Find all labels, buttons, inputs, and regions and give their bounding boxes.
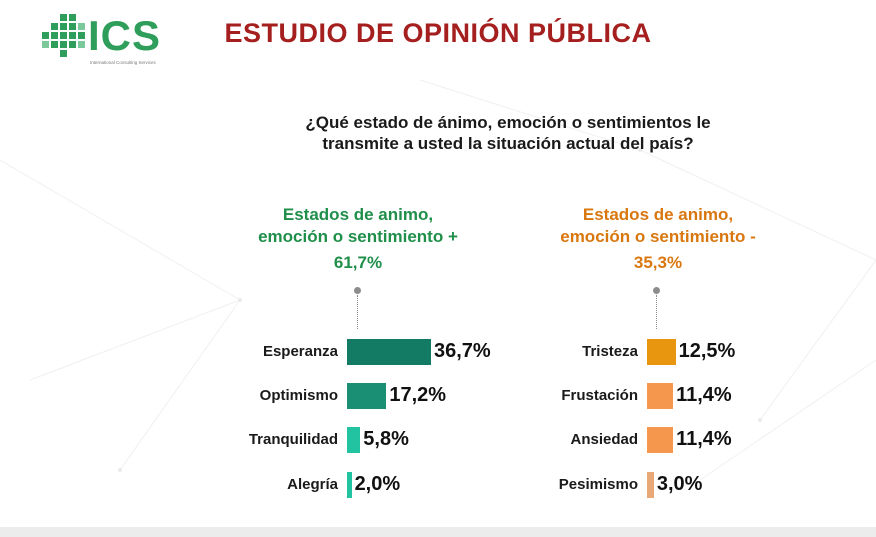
logo-wordmark: ICS: [88, 12, 162, 59]
negative-value-label: 11,4%: [676, 428, 732, 450]
negative-category-label: Frustación: [561, 387, 638, 404]
positive-value-label: 36,7%: [434, 340, 491, 362]
positive-value-label: 5,8%: [363, 428, 409, 450]
negative-category-label: Tristeza: [582, 343, 638, 360]
connector-line: [357, 295, 358, 329]
positive-category-label: Esperanza: [262, 343, 338, 360]
positive-value-label: 2,0%: [354, 473, 401, 495]
positive-bar: [347, 472, 352, 498]
negative-bar: [647, 427, 674, 453]
positive-heading-line-1: Estados de animo,: [282, 205, 434, 224]
connector-dot: [354, 287, 361, 294]
negative-category-label: Ansiedad: [570, 431, 638, 448]
negative-value-label: 3,0%: [656, 473, 703, 495]
negative-group-heading: Estados de animo, emoción o sentimiento …: [528, 204, 788, 274]
negative-category-label: Pesimismo: [558, 476, 638, 493]
connector-line: [656, 295, 657, 329]
question-line-1: ¿Qué estado de ánimo, emoción o sentimie…: [305, 113, 711, 132]
ics-logo: ICS International Consulting Services: [40, 10, 170, 70]
positive-value-label: 17,2%: [389, 384, 447, 406]
negative-bar: [647, 472, 654, 498]
positive-category-label: Alegría: [287, 476, 338, 493]
negative-bar: [647, 383, 674, 409]
negative-connector: [652, 287, 662, 331]
footer-divider: [0, 527, 876, 537]
positive-connector: [353, 287, 363, 331]
question-line-2: transmite a usted la situación actual de…: [322, 134, 694, 153]
survey-question: ¿Qué estado de ánimo, emoción o sentimie…: [238, 112, 778, 154]
positive-bar: [347, 427, 361, 453]
negative-value-label: 12,5%: [678, 340, 736, 362]
connector-dot: [653, 287, 660, 294]
logo-cubes-icon: [42, 14, 85, 57]
positive-total: 61,7%: [333, 253, 383, 272]
negative-value-label: 11,4%: [676, 384, 732, 406]
positive-category-label: Optimismo: [259, 387, 338, 404]
positive-bar: [347, 383, 387, 409]
positive-group-heading: Estados de animo, emoción o sentimiento …: [228, 204, 488, 274]
positive-category-label: Tranquilidad: [248, 431, 338, 448]
positive-bar: [347, 339, 431, 365]
positive-heading-line-2: emoción o sentimiento +: [258, 227, 458, 246]
page-title: ESTUDIO DE OPINIÓN PÚBLICA: [224, 18, 652, 48]
logo-tagline: International Consulting Services: [90, 60, 156, 65]
negative-total: 35,3%: [633, 253, 683, 272]
negative-heading-line-2: emoción o sentimiento -: [560, 227, 756, 246]
negative-heading-line-1: Estados de animo,: [582, 205, 734, 224]
negative-bar: [647, 339, 676, 365]
